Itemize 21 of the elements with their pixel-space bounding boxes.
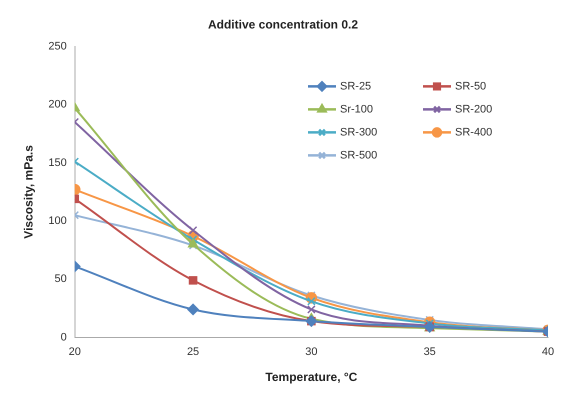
- legend-label: SR-400: [455, 126, 492, 138]
- y-tick-label: 150: [48, 156, 67, 169]
- legend-label: SR-25: [340, 80, 372, 92]
- y-tick-label: 50: [54, 273, 67, 286]
- y-tick-label: 250: [48, 40, 67, 52]
- legend-label: SR-200: [455, 103, 492, 116]
- legend-label: SR-300: [340, 126, 378, 138]
- legend-label: SR-50: [455, 80, 486, 92]
- y-tick-label: 200: [48, 98, 67, 111]
- y-tick-label: 0: [60, 331, 67, 344]
- x-tick-label: 25: [186, 346, 200, 358]
- legend-label: SR-500: [340, 149, 378, 162]
- x-axis-title: Temperature, °C: [265, 370, 358, 384]
- chart-title: Additive concentration 0.2: [208, 18, 358, 32]
- legend-label: Sr-100: [340, 103, 374, 116]
- x-tick-label: 35: [424, 346, 436, 358]
- x-tick-label: 40: [542, 346, 554, 358]
- x-tick-label: 20: [68, 346, 81, 358]
- x-tick-label: 30: [305, 346, 318, 358]
- y-tick-label: 100: [48, 215, 67, 228]
- y-axis-title: Viscosity, mPa.s: [22, 144, 36, 239]
